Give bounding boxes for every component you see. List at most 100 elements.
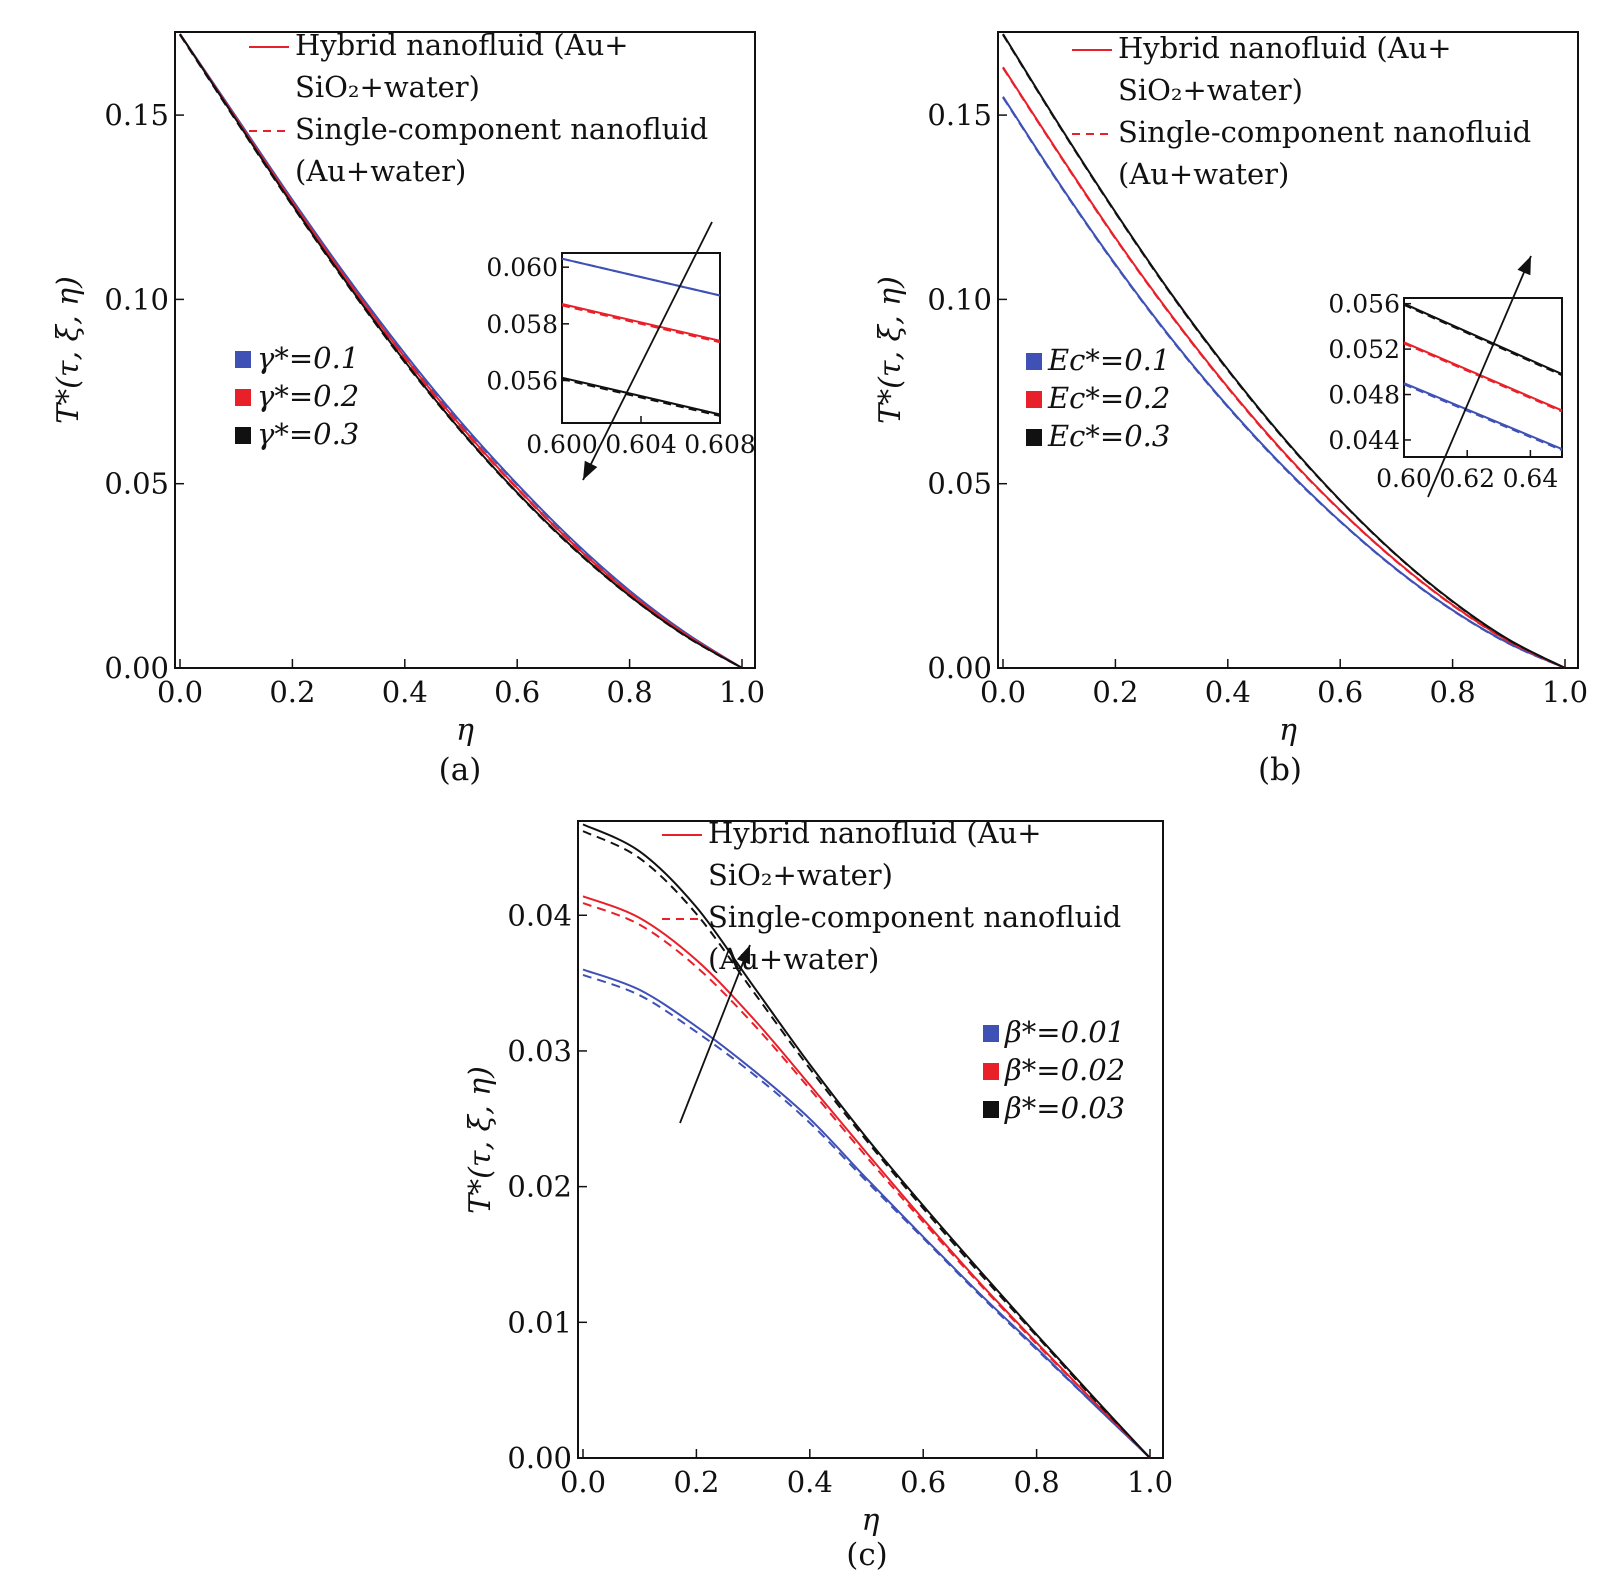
caption-a: (a) [439, 752, 482, 788]
panel-a: 0.0 0.2 0.4 0.6 0.8 1.0 0.00 0.05 0.10 0.15 η T*(τ,… [51, 28, 765, 748]
x-tick-label: 1.0 [1127, 1465, 1173, 1499]
caption-b: (b) [1258, 752, 1302, 788]
y-tick-label: 0.15 [104, 98, 169, 132]
series-line-hybrid-blue [179, 33, 743, 669]
inset-x-tick-label: 0.64 [1503, 464, 1559, 493]
series-line-hybrid-red [1002, 66, 1566, 669]
x-tick-label: 0.6 [900, 1465, 946, 1499]
legend-key-swatch [235, 427, 251, 444]
x-tick-label: 0.4 [787, 1465, 833, 1499]
y-axis-label: T*(τ, ξ, η) [873, 276, 908, 424]
y-tick-label: 0.00 [927, 651, 992, 685]
x-tick-label: 0.2 [673, 1465, 719, 1499]
y-axis-label: T*(τ, ξ, η) [463, 1066, 498, 1214]
inset-frame [561, 252, 721, 424]
series-line-single-black [582, 830, 1151, 1459]
legend-key-label: Ec*=0.2 [1047, 381, 1170, 415]
series-line-hybrid-blue [1002, 96, 1566, 669]
x-tick-label: 0.0 [560, 1465, 606, 1499]
inset-y-tick-label: 0.058 [486, 310, 558, 339]
series-line-single-red [582, 902, 1151, 1459]
y-axis-label: T*(τ, ξ, η) [51, 276, 86, 424]
legend-key-label: β*=0.02 [1004, 1053, 1125, 1087]
x-tick-label: 1.0 [719, 675, 765, 709]
inset-y-tick-label: 0.048 [1328, 381, 1400, 410]
inset-y-tick-label: 0.060 [486, 253, 558, 282]
inset-line-single [561, 378, 721, 417]
legend-key-swatch [235, 351, 251, 368]
panel-c: 0.0 0.2 0.4 0.6 0.8 1.0 0.00 0.01 0.02 0.03 0.04 η T… [463, 816, 1173, 1538]
y-tick-label: 0.00 [507, 1441, 572, 1475]
inset-line-single [1403, 303, 1563, 377]
inset-y-tick-label: 0.056 [486, 367, 558, 396]
y-tick-label: 0.05 [927, 467, 992, 501]
series-line-hybrid-red [582, 895, 1151, 1459]
y-tick-label: 0.00 [104, 651, 169, 685]
x-tick-label: 0.2 [1092, 675, 1138, 709]
inset-line-hybrid [561, 303, 721, 342]
x-axis-label: η [862, 1503, 880, 1538]
legend-hybrid-label: SiO₂+water) [708, 858, 893, 892]
trend-arrow [1427, 255, 1532, 498]
series-line-hybrid-black [179, 33, 743, 669]
caption-c: (c) [846, 1537, 888, 1573]
series-line-hybrid-red [179, 33, 743, 669]
inset-line-hybrid [1403, 302, 1563, 376]
legend-hybrid-label: SiO₂+water) [295, 70, 480, 104]
trend-arrow [679, 944, 751, 1124]
y-tick-label: 0.01 [507, 1305, 572, 1339]
inset-frame [1403, 297, 1563, 458]
trend-arrow [582, 221, 713, 481]
legend-key-label: γ*=0.3 [257, 417, 359, 451]
legend-hybrid-label: Hybrid nanofluid (Au+ [295, 28, 629, 62]
legend-single-label: Single-component nanofluid [1118, 115, 1531, 149]
inset-x-tick-label: 0.60 [1376, 464, 1432, 493]
x-tick-label: 0.0 [980, 675, 1026, 709]
inset-line-single [1403, 383, 1563, 452]
inset-x-tick-label: 0.62 [1439, 464, 1495, 493]
y-tick-label: 0.10 [104, 282, 169, 316]
y-tick-label: 0.15 [927, 98, 992, 132]
inset-y-tick-label: 0.052 [1328, 335, 1400, 364]
legend-single-label: (Au+water) [708, 942, 879, 976]
trend-arrow-head [583, 460, 598, 480]
legend-key-swatch [235, 389, 251, 406]
x-tick-label: 0.6 [494, 675, 540, 709]
x-tick-label: 0.0 [157, 675, 203, 709]
legend-single-label: (Au+water) [1118, 157, 1289, 191]
x-tick-label: 0.4 [382, 675, 428, 709]
x-tick-label: 0.6 [1317, 675, 1363, 709]
inset-y-tick-label: 0.056 [1328, 290, 1400, 319]
x-tick-label: 0.8 [1014, 1465, 1060, 1499]
series-line-hybrid-blue [582, 968, 1151, 1459]
series-line-hybrid-black [582, 823, 1151, 1459]
legend-key-swatch [1026, 429, 1042, 446]
legend-key-swatch [983, 1063, 999, 1080]
y-tick-label: 0.02 [507, 1170, 572, 1204]
x-tick-label: 0.4 [1205, 675, 1251, 709]
y-tick-label: 0.04 [507, 898, 572, 932]
x-axis-label: η [1279, 713, 1297, 748]
legend-hybrid-label: Hybrid nanofluid (Au+ [1118, 31, 1452, 65]
legend-hybrid-label: Hybrid nanofluid (Au+ [708, 816, 1042, 850]
inset-x-tick-label: 0.608 [684, 430, 756, 459]
trend-arrow-head [1517, 256, 1531, 276]
inset-x-tick-label: 0.604 [605, 430, 677, 459]
inset-y-tick-label: 0.044 [1328, 426, 1400, 455]
legend-hybrid-label: SiO₂+water) [1118, 73, 1303, 107]
inset-line-single [561, 304, 721, 344]
legend-key-swatch [983, 1025, 999, 1042]
plot-frame [174, 31, 756, 669]
inset-x-tick-label: 0.600 [526, 430, 598, 459]
legend-key-swatch [1026, 353, 1042, 370]
trend-arrow-head [736, 945, 750, 965]
legend-key-label: Ec*=0.3 [1047, 419, 1170, 453]
inset-line-hybrid [1403, 341, 1563, 412]
plot-frame [577, 820, 1164, 1459]
inset-line-hybrid [1403, 382, 1563, 450]
legend-key-label: β*=0.01 [1004, 1015, 1125, 1049]
x-tick-label: 1.0 [1542, 675, 1588, 709]
plot-frame [997, 31, 1579, 669]
legend-key-swatch [1026, 391, 1042, 408]
